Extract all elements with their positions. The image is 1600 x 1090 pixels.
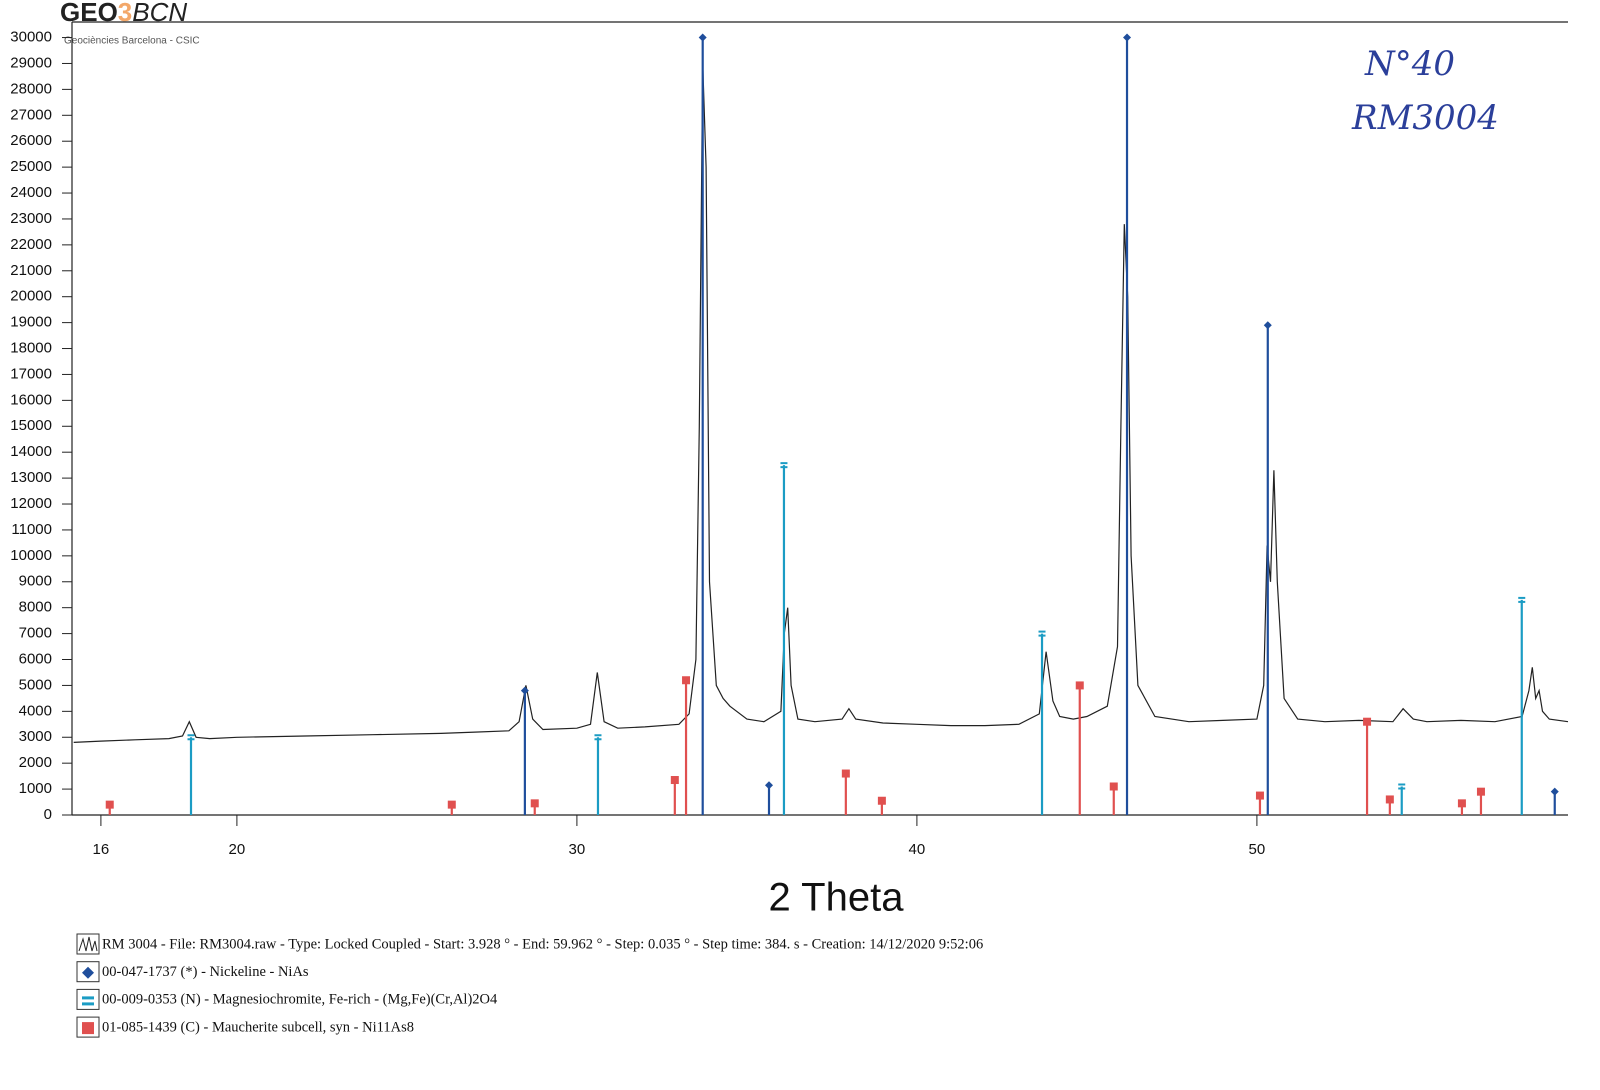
marker-bar: [187, 738, 195, 741]
stick-marker: [1038, 630, 1046, 637]
y-tick-label: 9000: [19, 573, 52, 590]
legend-label: 00-047-1737 (*) - Nickeline - NiAs: [102, 964, 309, 980]
x-tick-label: 50: [1249, 841, 1266, 858]
y-tick-label: 12000: [10, 495, 52, 512]
stick-marker: [594, 734, 602, 741]
stick-marker: [447, 800, 456, 809]
x-tick-label: 20: [229, 841, 246, 858]
marker-bar: [1398, 783, 1406, 786]
stick-marker: [1109, 782, 1118, 791]
marker-bar: [1038, 634, 1046, 637]
legend-icon: [76, 961, 100, 983]
stick-marker: [1550, 787, 1559, 796]
y-tick-label: 25000: [10, 158, 52, 175]
x-axis-label: 2 Theta: [769, 876, 905, 920]
marker-bar: [594, 738, 602, 741]
marker-bar: [780, 462, 788, 465]
legend-marker: [82, 996, 94, 1000]
y-tick-label: 20000: [10, 288, 52, 305]
stick-marker: [105, 800, 114, 809]
stick-marker: [187, 734, 195, 741]
y-tick-label: 22000: [10, 236, 52, 253]
handwritten-note: N°40: [1364, 44, 1455, 84]
y-tick-label: 1000: [19, 780, 52, 797]
x-tick-label: 40: [909, 841, 926, 858]
stick-marker: [670, 776, 679, 785]
legend-label: RM 3004 - File: RM3004.raw - Type: Locke…: [102, 936, 983, 952]
legend-icon: [76, 1016, 100, 1038]
y-tick-label: 8000: [19, 599, 52, 616]
y-tick-label: 5000: [19, 676, 52, 693]
y-tick-label: 17000: [10, 365, 52, 382]
y-tick-label: 16000: [10, 391, 52, 408]
y-tick-label: 23000: [10, 210, 52, 227]
y-tick-label: 29000: [10, 54, 52, 71]
marker-bar: [187, 734, 195, 737]
y-tick-label: 10000: [10, 547, 52, 564]
y-tick-label: 0: [44, 806, 52, 823]
logo-geo: GEO: [60, 0, 118, 27]
marker-bar: [594, 734, 602, 737]
stick-marker: [682, 676, 691, 685]
marker-bar: [1038, 630, 1046, 633]
stick-marker: [1476, 787, 1485, 796]
y-tick-label: 21000: [10, 262, 52, 279]
y-tick-label: 4000: [19, 702, 52, 719]
stick-marker: [1075, 681, 1084, 690]
legend-marker: [82, 966, 94, 979]
stick-marker: [841, 769, 850, 778]
handwritten-note: RM3004: [1351, 98, 1499, 138]
stick-marker: [698, 33, 707, 42]
y-tick-label: 15000: [10, 417, 52, 434]
legend-line: [78, 936, 98, 952]
logo-bcn: BCN: [132, 0, 187, 27]
stick-marker: [877, 796, 886, 805]
y-tick-label: 2000: [19, 754, 52, 771]
y-tick-label: 19000: [10, 314, 52, 331]
logo-3: 3: [118, 0, 132, 27]
y-tick-label: 7000: [19, 625, 52, 642]
y-tick-label: 28000: [10, 80, 52, 97]
legend-icon: [76, 933, 100, 955]
stick-marker: [780, 462, 788, 469]
stick-marker: [1518, 596, 1526, 603]
y-tick-label: 3000: [19, 728, 52, 745]
x-tick-label: 16: [93, 841, 110, 858]
stick-marker: [1363, 717, 1372, 726]
y-tick-label: 30000: [10, 29, 52, 46]
legend-icon: [76, 988, 100, 1010]
y-tick-label: 18000: [10, 339, 52, 356]
legend-label: 00-009-0353 (N) - Magnesiochromite, Fe-r…: [102, 992, 498, 1008]
legend-marker: [82, 1022, 94, 1035]
stick-marker: [1255, 791, 1264, 800]
stick-marker: [1457, 799, 1466, 808]
y-tick-label: 14000: [10, 443, 52, 460]
y-tick-label: 6000: [19, 650, 52, 667]
stick-marker: [1263, 321, 1272, 330]
logo-subtitle: Geociències Barcelona - CSIC: [64, 36, 200, 47]
stick-marker: [1385, 795, 1394, 804]
stick-marker: [765, 781, 773, 790]
stick-marker: [1398, 783, 1406, 790]
y-tick-label: 11000: [11, 521, 52, 538]
marker-bar: [1518, 600, 1526, 603]
stick-marker: [530, 799, 539, 808]
x-tick-label: 30: [569, 841, 586, 858]
stick-marker: [520, 686, 529, 695]
y-tick-label: 27000: [10, 106, 52, 123]
y-tick-label: 26000: [10, 132, 52, 149]
logo: GEO3BCN: [60, 0, 187, 27]
legend-marker: [82, 1002, 94, 1006]
y-tick-label: 13000: [10, 469, 52, 486]
legend-label: 01-085-1439 (C) - Maucherite subcell, sy…: [102, 1019, 414, 1035]
stick-marker: [1123, 33, 1132, 42]
marker-bar: [1518, 596, 1526, 599]
y-tick-label: 24000: [10, 184, 52, 201]
marker-bar: [780, 466, 788, 469]
marker-bar: [1398, 787, 1406, 790]
